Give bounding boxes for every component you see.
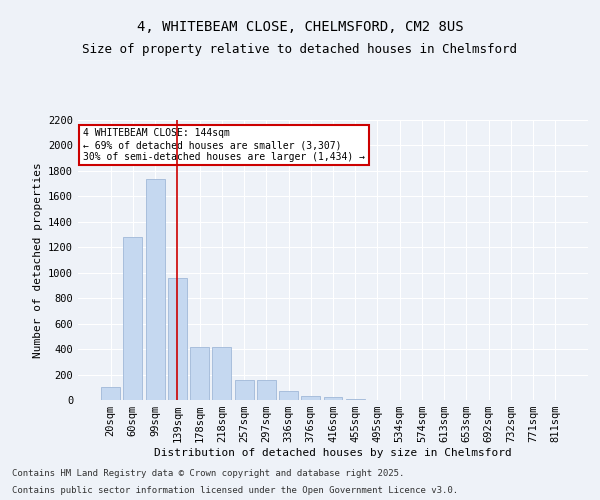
Bar bbox=[323, 398, 343, 400]
Bar bbox=[346, 399, 365, 400]
Text: 4, WHITEBEAM CLOSE, CHELMSFORD, CM2 8US: 4, WHITEBEAM CLOSE, CHELMSFORD, CM2 8US bbox=[137, 20, 463, 34]
Y-axis label: Number of detached properties: Number of detached properties bbox=[32, 162, 43, 358]
Bar bbox=[301, 396, 320, 400]
Text: Size of property relative to detached houses in Chelmsford: Size of property relative to detached ho… bbox=[83, 42, 517, 56]
Bar bbox=[279, 391, 298, 400]
Bar bbox=[168, 278, 187, 400]
Text: 4 WHITEBEAM CLOSE: 144sqm
← 69% of detached houses are smaller (3,307)
30% of se: 4 WHITEBEAM CLOSE: 144sqm ← 69% of detac… bbox=[83, 128, 365, 162]
Bar bbox=[190, 347, 209, 400]
Bar bbox=[212, 347, 231, 400]
Bar bbox=[124, 237, 142, 400]
Bar bbox=[235, 380, 254, 400]
X-axis label: Distribution of detached houses by size in Chelmsford: Distribution of detached houses by size … bbox=[154, 448, 512, 458]
Bar bbox=[101, 388, 120, 400]
Text: Contains public sector information licensed under the Open Government Licence v3: Contains public sector information licen… bbox=[12, 486, 458, 495]
Bar bbox=[257, 380, 276, 400]
Text: Contains HM Land Registry data © Crown copyright and database right 2025.: Contains HM Land Registry data © Crown c… bbox=[12, 468, 404, 477]
Bar bbox=[146, 178, 164, 400]
